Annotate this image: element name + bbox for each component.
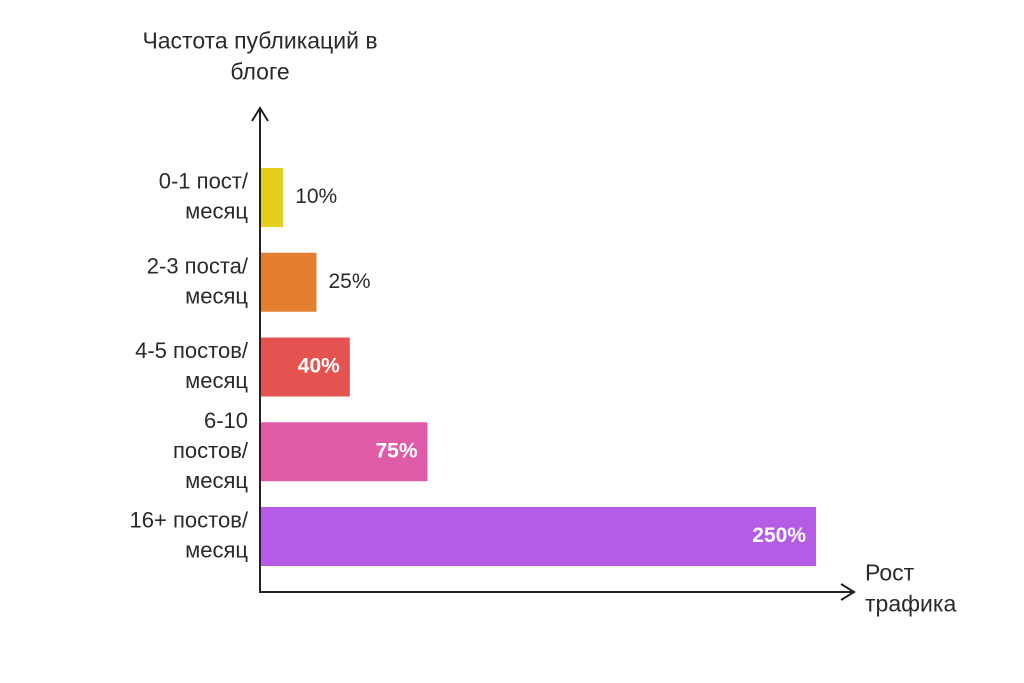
category-labels-group: 0-1 пост/месяц 2-3 поста/месяц 4-5 постов/… (130, 168, 249, 562)
bar-5 (261, 507, 816, 566)
x-axis-title: Рост трафика (865, 560, 956, 617)
x-axis-arrow-icon (840, 583, 856, 601)
value-label-4: 75% (375, 439, 417, 462)
category-label-2: 2-3 поста/месяц (147, 253, 249, 308)
y-axis-title: Частота публикаций в блоге (142, 28, 377, 85)
value-label-3: 40% (298, 355, 340, 378)
value-label-5: 250% (752, 524, 806, 547)
category-label-4: 6-10 постов/месяц (173, 408, 249, 493)
value-labels-group: 10% 25% 40% 75% 250% (295, 185, 806, 547)
bar-3 (261, 337, 350, 397)
value-label-1: 10% (295, 185, 337, 208)
category-label-1: 0-1 пост/месяц (159, 168, 249, 223)
y-axis-arrow-icon (251, 106, 269, 122)
value-label-2: 25% (329, 270, 371, 293)
bar-4 (261, 422, 428, 482)
category-label-5: 16+ постов/месяц (130, 507, 249, 562)
bar-2 (261, 252, 317, 312)
bar-1 (261, 168, 284, 227)
category-label-3: 4-5 постов/месяц (135, 338, 249, 393)
bars-group (261, 168, 816, 566)
